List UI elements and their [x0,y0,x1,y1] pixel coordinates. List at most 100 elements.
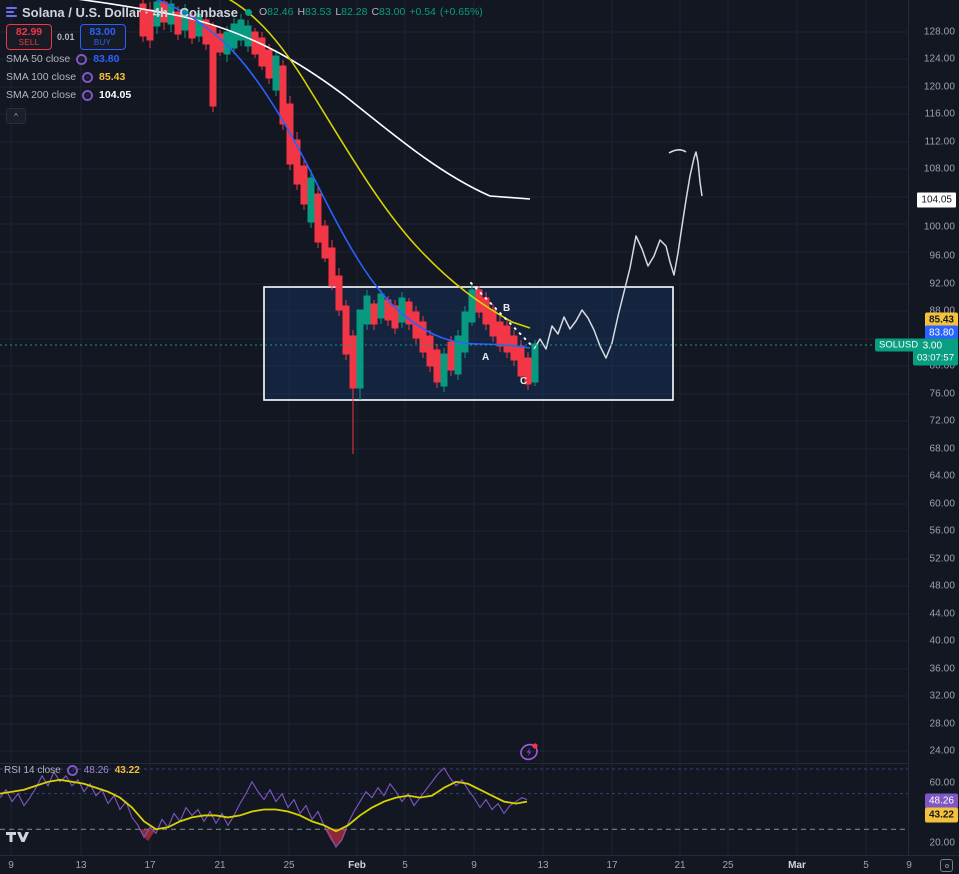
price-tick: 124.00 [923,53,955,65]
rsi-fast-badge: 48.26 [924,793,958,809]
rsi-fast-value: 48.26 [83,765,109,776]
time-tick: 9 [8,860,14,871]
price-tick: 88.00 [929,305,955,317]
collapse-legend-button[interactable]: ^ [6,108,26,124]
price-tick: 108.00 [923,163,955,175]
price-tick: 52.00 [929,553,955,565]
visibility-toggle-icon[interactable] [82,89,94,101]
time-tick: 21 [674,860,686,871]
projection-path-tail [668,149,687,154]
indicator-row-sma50[interactable]: SMA 50 close 83.80 [6,50,483,68]
price-tick: 128.00 [923,26,955,38]
rsi-slow-badge: 43.22 [924,807,958,823]
price-tick: 32.00 [929,690,955,702]
wave-label-a[interactable]: A [482,352,490,363]
indicator-row-sma200[interactable]: SMA 200 close 104.05 [6,86,483,104]
time-tick: 17 [144,860,156,871]
sma200-name: SMA 200 close [6,89,77,101]
rsi-tick: 20.00 [929,837,955,849]
rsi-slow-value: 43.22 [114,765,140,776]
price-tick: 96.00 [929,250,955,262]
chart-legend: Solana / U.S. Dollar · 4h · Coinbase O82… [0,0,483,124]
ohlc-close-value: 83.00 [379,6,406,18]
ohlc-low-key: L [335,6,342,18]
rsi-legend[interactable]: RSI 14 close 48.26 43.22 [4,765,140,776]
sma100-name: SMA 100 close [6,71,77,83]
sma-100-line [228,0,531,329]
wave-label-b[interactable]: B [503,303,511,314]
price-tick: 116.00 [924,108,955,120]
rsi-overbought-fill [140,829,347,848]
time-tick: 5 [402,860,408,871]
buy-button[interactable]: 83.00 BUY [79,24,126,50]
rsi-axis[interactable]: 60.00 20.00 48.26 43.22 [908,763,959,855]
rsi-tick: 60.00 [929,777,955,789]
clock-icon[interactable] [940,859,953,872]
price-tick: 80.00 [929,360,955,372]
bar-replay-icon[interactable] [519,741,540,762]
spread-value: 0.01 [57,32,75,42]
time-tick: 5 [863,860,869,871]
projection-path [533,151,703,359]
time-tick: 25 [722,860,734,871]
price-tick: 64.00 [929,470,955,482]
candlestick-series [139,0,539,454]
rsi-indicator-pane[interactable] [0,763,908,855]
symbol-tag: SOLUSD [875,338,923,352]
time-tick: 9 [906,860,912,871]
sma50-name: SMA 50 close [6,53,71,65]
time-tick-month: Mar [788,860,806,871]
symbol-title-row: Solana / U.S. Dollar · 4h · Coinbase O82… [6,3,483,21]
rsi-fast-line [0,767,528,849]
sma-50-line [155,0,531,349]
ohlc-change: +0.54 [409,6,436,18]
visibility-toggle-icon[interactable] [76,53,88,65]
visibility-toggle-icon[interactable] [82,71,94,83]
market-open-dot [245,8,252,16]
symbol-title[interactable]: Solana / U.S. Dollar · 4h · Coinbase [22,4,238,20]
hamburger-menu-icon[interactable] [6,7,17,17]
last-price-badge: 83.00 03:07:57 [913,338,958,366]
price-tick: 72.00 [929,415,955,427]
time-tick: 21 [214,860,226,871]
sell-button[interactable]: 82.99 SELL [6,24,52,50]
price-tick: 24.00 [929,745,955,757]
buy-sell-widget: 82.99 SELL 0.01 83.00 BUY [6,24,483,50]
time-tick: 9 [471,860,477,871]
price-axis[interactable]: USD ▾ 128.00 124.00 120.00 116.00 112.00… [908,0,959,855]
visibility-toggle-icon[interactable] [66,765,78,776]
indicator-row-sma100[interactable]: SMA 100 close 85.43 [6,68,483,86]
time-axis[interactable]: 9 13 17 21 25 Feb 5 9 13 17 21 25 Mar 5 … [0,855,959,874]
price-tick: 48.00 [929,580,955,592]
price-tick: 120.00 [923,81,955,93]
price-tick: 60.00 [929,498,955,510]
rsi-sma-line [0,778,528,833]
price-chart-pane[interactable]: A B C [0,0,908,762]
price-tick: 100.00 [923,221,955,233]
price-tick: 112.00 [924,136,955,148]
sma200-value: 104.05 [99,89,132,101]
price-tick: 68.00 [929,443,955,455]
sell-label: SELL [18,38,40,47]
dotted-trendline [470,282,534,348]
sma50-price-badge: 83.80 [924,325,958,341]
price-tick: 44.00 [929,608,955,620]
tradingview-logo[interactable] [6,832,30,852]
price-tick: 92.00 [929,278,955,290]
price-tick: 56.00 [929,525,955,537]
wave-label-c[interactable]: C [520,376,528,387]
price-tick: 40.00 [929,635,955,647]
time-tick-month: Feb [348,860,366,871]
sma200-price-badge: 104.05 [917,192,956,208]
ohlc-low-value: 82.28 [341,6,368,18]
time-tick: 25 [283,860,295,871]
ohlc-open-value: 82.46 [267,6,294,18]
price-tick: 36.00 [929,663,955,675]
rsi-name: RSI 14 close [4,765,61,776]
ohlc-high-value: 83.53 [305,6,332,18]
sma100-price-badge: 85.43 [924,312,958,328]
time-tick: 13 [537,860,549,871]
price-tick: 76.00 [929,388,955,400]
ohlc-close-key: C [371,6,380,18]
rsi-grid [0,764,908,855]
